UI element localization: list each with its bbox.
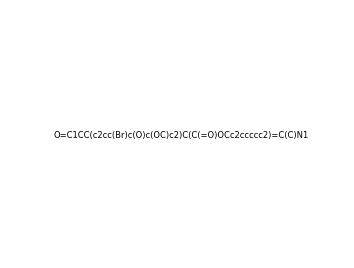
Text: O=C1CC(c2cc(Br)c(O)c(OC)c2)C(C(=O)OCc2ccccc2)=C(C)N1: O=C1CC(c2cc(Br)c(O)c(OC)c2)C(C(=O)OCc2cc… (54, 131, 309, 140)
